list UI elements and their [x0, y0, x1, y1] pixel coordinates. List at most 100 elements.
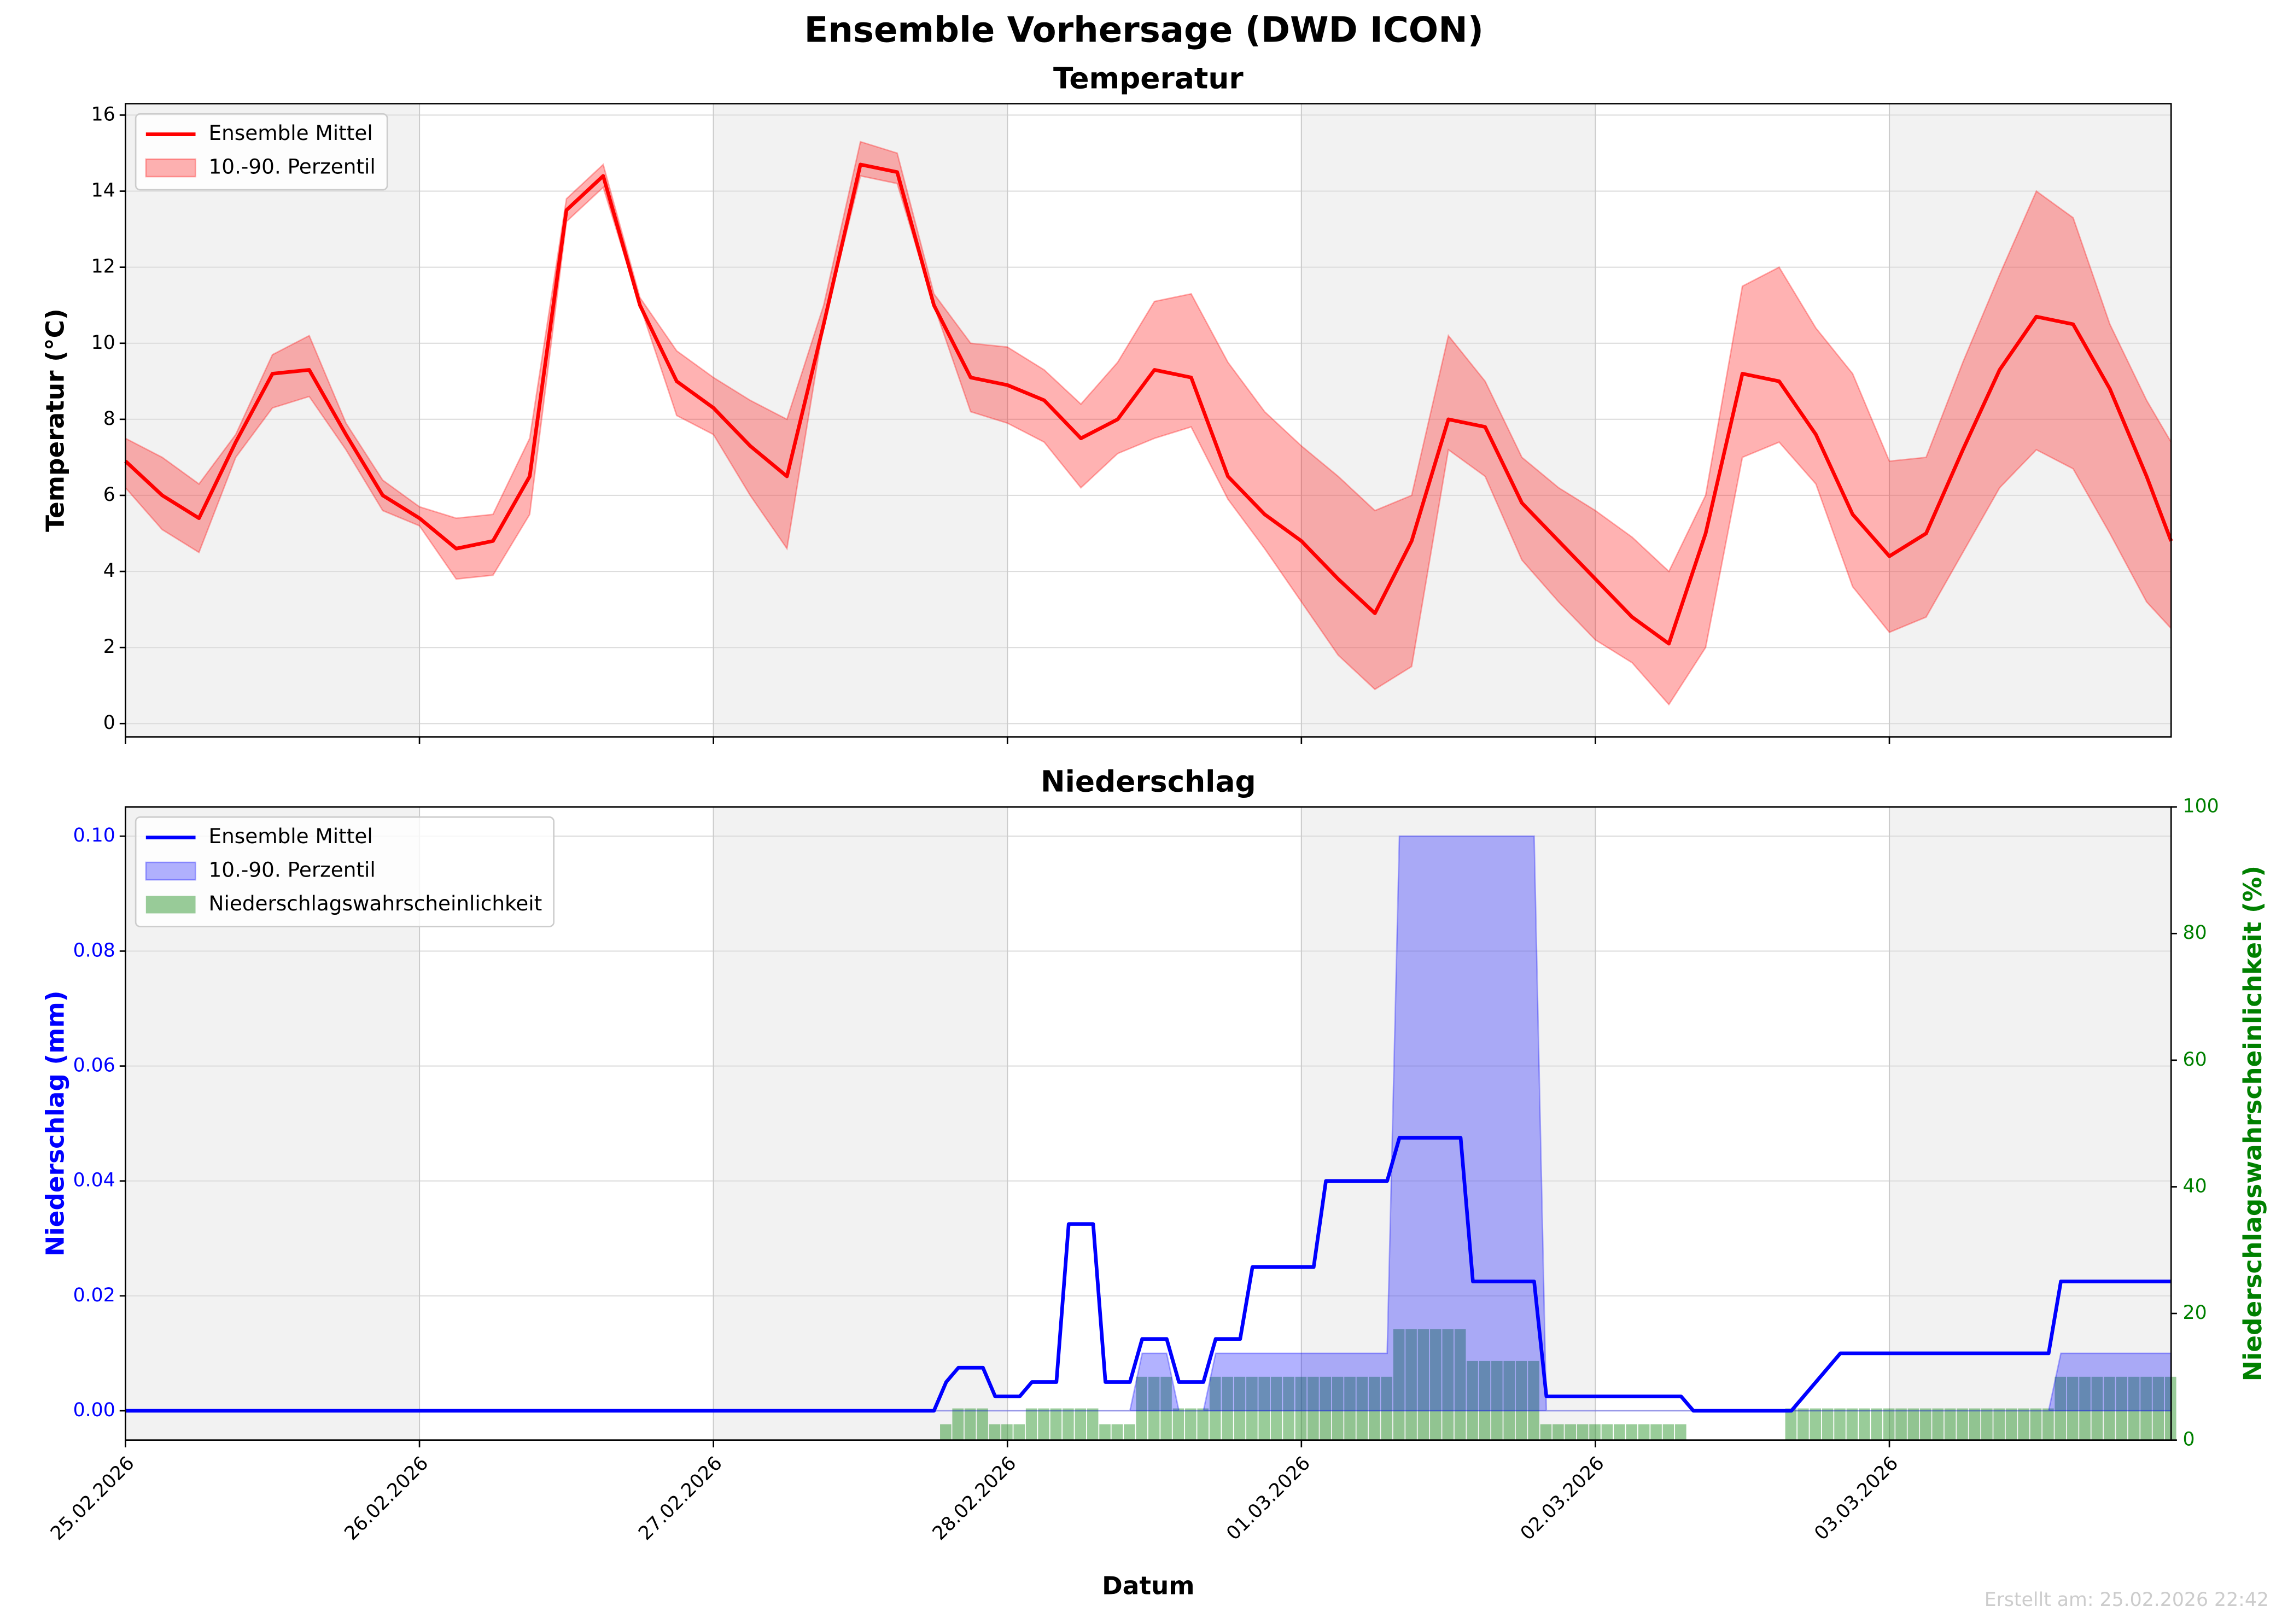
probability-bar [1553, 1424, 1564, 1440]
probability-bar [1969, 1408, 1981, 1440]
legend-label: 10.-90. Perzentil [209, 155, 376, 179]
y-tick-label: 0.04 [73, 1170, 115, 1191]
probability-bar [2091, 1376, 2103, 1440]
y-tick-label: 0.10 [73, 825, 115, 846]
probability-bar [1810, 1408, 1822, 1440]
probability-bar [1614, 1424, 1625, 1440]
legend-swatch [145, 896, 196, 914]
probability-bar [2067, 1376, 2079, 1440]
probability-bar [1822, 1408, 1834, 1440]
panel: 0.00 0.02 0.04 0.06 0.08 0.10 0 20 40 60 80 100 Nied… [41, 764, 2267, 1600]
probability-bar [2005, 1408, 2017, 1440]
y2-tick-label: 40 [2183, 1175, 2207, 1197]
legend-swatch [145, 158, 196, 178]
probability-bar [2079, 1376, 2091, 1440]
y2-tick-label: 20 [2183, 1302, 2207, 1324]
probability-bar [1344, 1376, 1356, 1440]
probability-bar [1944, 1408, 1956, 1440]
probability-bar [1797, 1408, 1809, 1440]
day-shading [1301, 807, 1596, 1440]
figure-title: Ensemble Vorhersage (DWD ICON) [804, 10, 1484, 50]
y-tick-label: 0 [103, 712, 115, 734]
probability-bar [952, 1408, 964, 1440]
probability-bar [1442, 1329, 1454, 1440]
probability-bar [1038, 1408, 1049, 1440]
y2-tick-label: 60 [2183, 1049, 2207, 1071]
y-tick-label: 10 [91, 332, 115, 354]
probability-bar [1160, 1376, 1172, 1440]
probability-bar [2042, 1408, 2054, 1440]
legend-swatch [145, 861, 196, 881]
probability-bar [1981, 1408, 1993, 1440]
probability-bar [1246, 1376, 1258, 1440]
mean-line [124, 162, 2173, 646]
probability-bar [1528, 1360, 1539, 1440]
y2-axis-label: Niederschlagswahrscheinlichkeit (%) [2238, 866, 2267, 1381]
probability-bar [989, 1424, 1001, 1440]
probability-bar [1920, 1408, 1931, 1440]
probability-bar [2104, 1376, 2115, 1440]
probability-bar [1503, 1360, 1515, 1440]
y-tick-label: 12 [91, 256, 115, 278]
legend-label: Ensemble Mittel [209, 121, 373, 145]
probability-bar [2140, 1376, 2152, 1440]
panel-title: Niederschlag [1041, 764, 1256, 799]
probability-bar [2116, 1376, 2128, 1440]
probability-bar [1417, 1329, 1429, 1440]
y-axis-label: Niederschlag (mm) [41, 991, 70, 1257]
y-tick-label: 2 [103, 636, 115, 658]
footnote: Erstellt am: 25.02.2026 22:42 [1985, 1589, 2269, 1611]
y-tick-label: 0.00 [73, 1399, 115, 1421]
y2-tick-label: 80 [2183, 922, 2207, 944]
probability-bar [1320, 1376, 1332, 1440]
y2-tick-label: 100 [2183, 796, 2219, 817]
probability-bar [1675, 1424, 1686, 1440]
y-tick-label: 0.02 [73, 1284, 115, 1306]
y2-tick-label: 0 [2183, 1429, 2195, 1451]
probability-bar [1124, 1424, 1135, 1440]
legend-label: Niederschlagswahrscheinlichkeit [209, 891, 542, 915]
probability-bar [1001, 1424, 1013, 1440]
probability-bar [1515, 1360, 1527, 1440]
axes-frame [125, 806, 2172, 1441]
probability-bar [1589, 1424, 1601, 1440]
y-tick-label: 4 [103, 560, 115, 582]
probability-bar [1209, 1376, 1221, 1440]
probability-bar [1111, 1424, 1123, 1440]
probability-bar [1626, 1424, 1638, 1440]
probability-bar [1957, 1408, 1968, 1440]
y-tick-label: 6 [103, 484, 115, 506]
probability-bar [2152, 1376, 2164, 1440]
probability-bar [2030, 1408, 2042, 1440]
probability-bar [2018, 1408, 2029, 1440]
probability-bar [1172, 1408, 1184, 1440]
day-shading [125, 103, 420, 737]
probability-bar [1332, 1376, 1344, 1440]
x-axis-label: Datum [1102, 1572, 1194, 1600]
legend-label: Ensemble Mittel [209, 824, 373, 848]
probability-bar [1540, 1424, 1552, 1440]
legend-box [135, 816, 555, 927]
probability-bar [1932, 1408, 1944, 1440]
probability-bar [1650, 1424, 1662, 1440]
probability-bar [1295, 1376, 1307, 1440]
probability-bar [1479, 1360, 1491, 1440]
probability-bar [1063, 1408, 1074, 1440]
y-tick-label: 14 [91, 180, 115, 202]
day-shading [713, 807, 1008, 1440]
probability-bar [1381, 1376, 1393, 1440]
probability-bar [1883, 1408, 1895, 1440]
probability-bar [1258, 1376, 1270, 1440]
probability-bar [1601, 1424, 1613, 1440]
probability-bar [1846, 1408, 1858, 1440]
legend-box [135, 113, 388, 191]
probability-bar [1308, 1376, 1319, 1440]
day-shading [1889, 807, 2172, 1440]
mean-line [125, 1136, 2172, 1413]
probability-bar [1859, 1408, 1870, 1440]
probability-bar [1148, 1376, 1160, 1440]
probability-bar [1197, 1408, 1209, 1440]
probability-bar [1050, 1408, 1062, 1440]
probability-bar [1491, 1360, 1503, 1440]
